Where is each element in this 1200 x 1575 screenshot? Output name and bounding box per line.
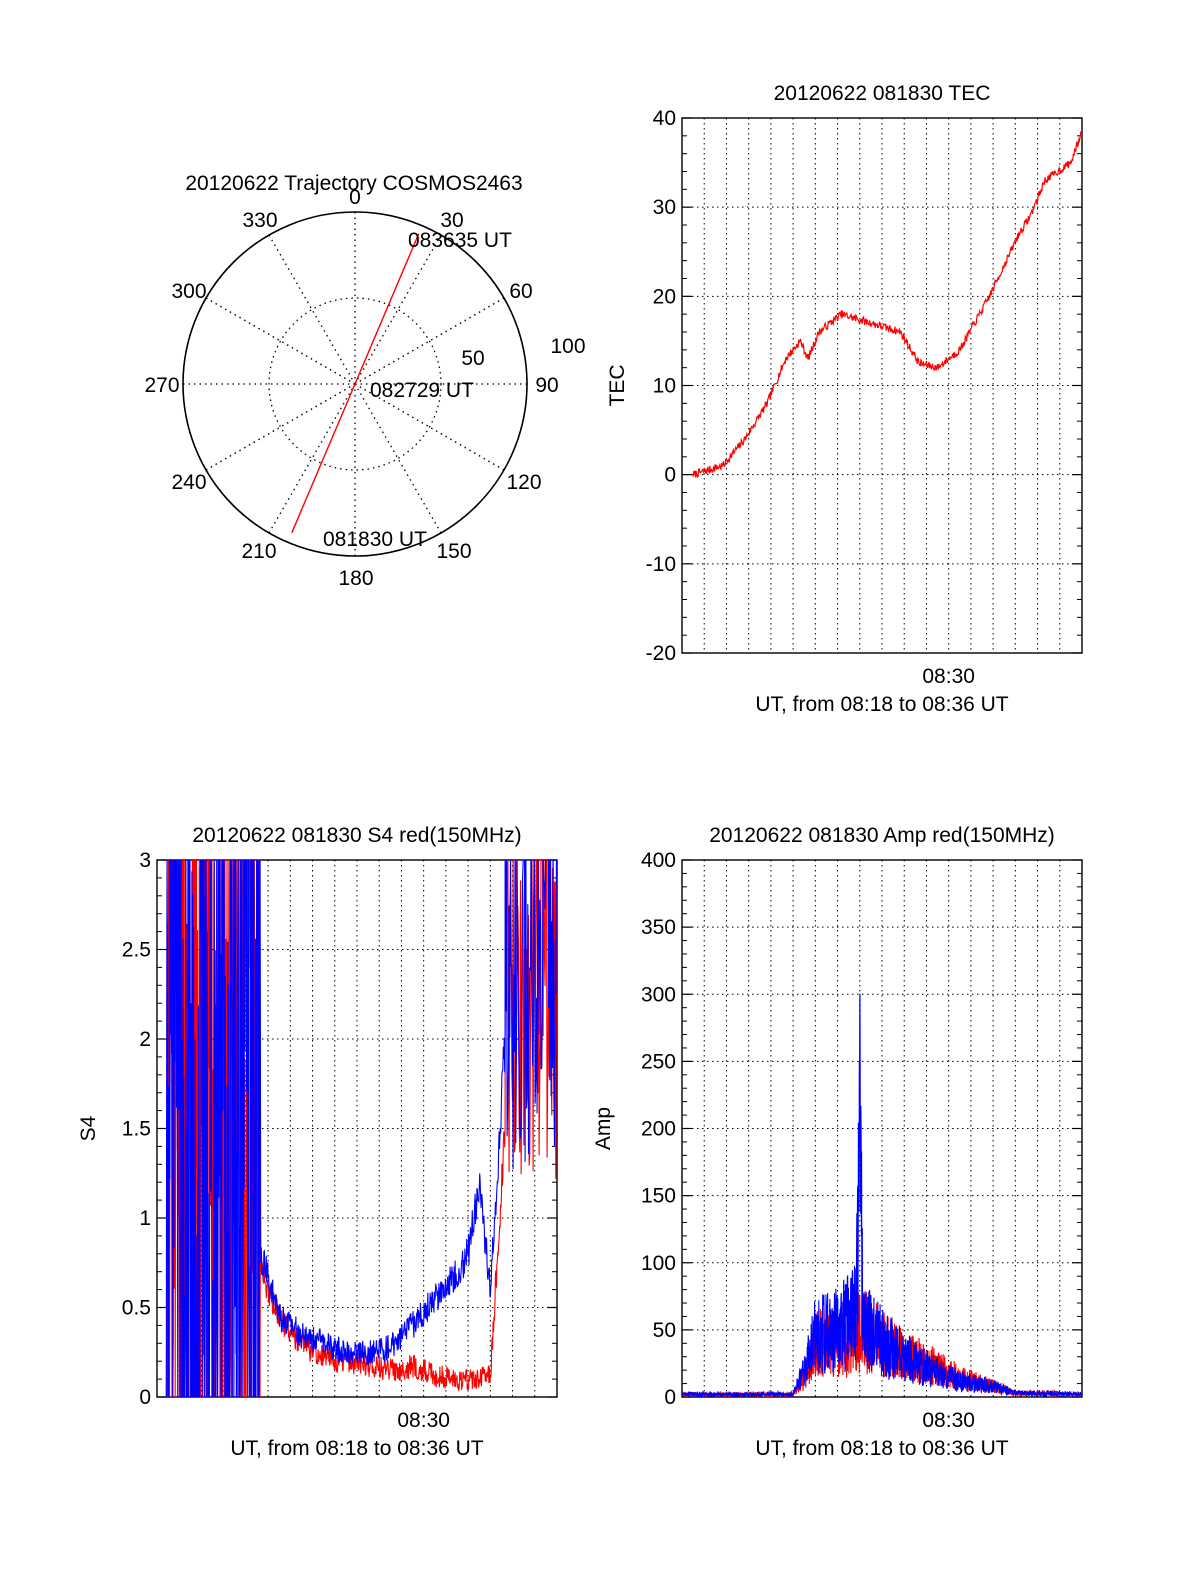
polar-spoke (354, 297, 505, 385)
s4-panel: 20120622 081830 S4 red(150MHz) 0 0.5 1 1.5 2 2… (77, 824, 558, 1460)
polar-spoke (354, 234, 442, 385)
y-tick-label: 2.5 (122, 939, 151, 962)
polar-ring-50 (268, 297, 442, 471)
y-tick-label: 400 (641, 849, 676, 872)
y-tick-label: 300 (641, 983, 676, 1006)
polar-spoke (354, 383, 505, 471)
polar-spoke (354, 383, 442, 534)
y-axis-label: S4 (77, 1115, 100, 1141)
angle-label-240: 240 (171, 471, 206, 494)
s4-series-group (165, 860, 557, 1397)
y-axis-label: TEC (606, 365, 629, 407)
y-tick-label: 150 (641, 1185, 676, 1208)
tec-series-line (692, 131, 1082, 478)
angle-label-60: 60 (509, 280, 532, 303)
y-tick-label: 0.5 (122, 1297, 151, 1320)
plot-frame (156, 859, 558, 1398)
amp-panel: 20120622 081830 Amp red(150MHz) 0 50 100 150… (592, 824, 1083, 1460)
polar-spoke (205, 383, 356, 471)
x-tick-label: 08:30 (922, 1409, 975, 1432)
y-tick-label: 10 (653, 375, 676, 398)
chart-title: 20120622 081830 S4 red(150MHz) (192, 824, 521, 847)
angle-label-180: 180 (338, 567, 373, 590)
polar-spoke (205, 297, 356, 385)
angle-label-0: 0 (349, 186, 361, 209)
x-tick-label: 08:30 (922, 665, 975, 688)
y-tick-label: 100 (641, 1252, 676, 1275)
polar-spoke (268, 234, 356, 385)
y-axis-label: Amp (592, 1107, 615, 1150)
y-tick-label: 3 (139, 849, 151, 872)
chart-title: 20120622 081830 TEC (774, 82, 991, 105)
tec-panel: 20120622 081830 TEC -20 -10 0 10 20 30 40 08:30 U… (606, 82, 1083, 716)
y-tick-label: 1.5 (122, 1118, 151, 1141)
chart-title: 20120622 081830 Amp red(150MHz) (709, 824, 1055, 847)
angle-label-120: 120 (506, 471, 541, 494)
annotation-start-time: 081830 UT (323, 528, 427, 551)
polar-outer-ring (182, 211, 528, 557)
polar-title: 20120622 Trajectory COSMOS2463 (185, 172, 522, 195)
radial-label-50: 50 (461, 347, 484, 370)
angle-label-270: 270 (144, 374, 179, 397)
y-tick-label: 40 (653, 107, 676, 130)
y-tick-label: 30 (653, 196, 676, 219)
x-tick-label: 08:30 (397, 1409, 450, 1432)
annotation-end-time: 083635 UT (408, 229, 512, 252)
annotation-mid-time: 082729 UT (370, 379, 474, 402)
y-tick-label: 200 (641, 1118, 676, 1141)
angle-label-150: 150 (436, 540, 471, 563)
x-axis-label: UT, from 08:18 to 08:36 UT (755, 693, 1008, 716)
trajectory-line (291, 233, 420, 534)
x-axis-label: UT, from 08:18 to 08:36 UT (755, 1437, 1008, 1460)
angle-label-30: 30 (440, 209, 463, 232)
radial-label-100: 100 (550, 335, 585, 358)
angle-label-210: 210 (241, 540, 276, 563)
y-tick-label: 0 (664, 464, 676, 487)
y-tick-label: 0 (139, 1386, 151, 1409)
y-tick-label: 250 (641, 1050, 676, 1073)
angle-label-330: 330 (242, 209, 277, 232)
y-tick-label: 350 (641, 916, 676, 939)
polar-spoke (268, 383, 356, 534)
amp-series-blue (682, 993, 1082, 1397)
plot-frame (681, 117, 1083, 654)
y-tick-label: -10 (646, 553, 676, 576)
x-axis-label: UT, from 08:18 to 08:36 UT (230, 1437, 483, 1460)
y-tick-label: 2 (139, 1028, 151, 1051)
y-tick-label: 1 (139, 1207, 151, 1230)
y-tick-label: 0 (664, 1386, 676, 1409)
y-tick-label: 50 (653, 1319, 676, 1342)
amp-series-group (682, 993, 1082, 1397)
plot-frame (681, 859, 1083, 1398)
angle-label-90: 90 (535, 374, 558, 397)
s4-series-blue (165, 860, 557, 1397)
y-tick-label: 20 (653, 285, 676, 308)
y-tick-label: -20 (646, 642, 676, 665)
angle-label-300: 300 (171, 280, 206, 303)
